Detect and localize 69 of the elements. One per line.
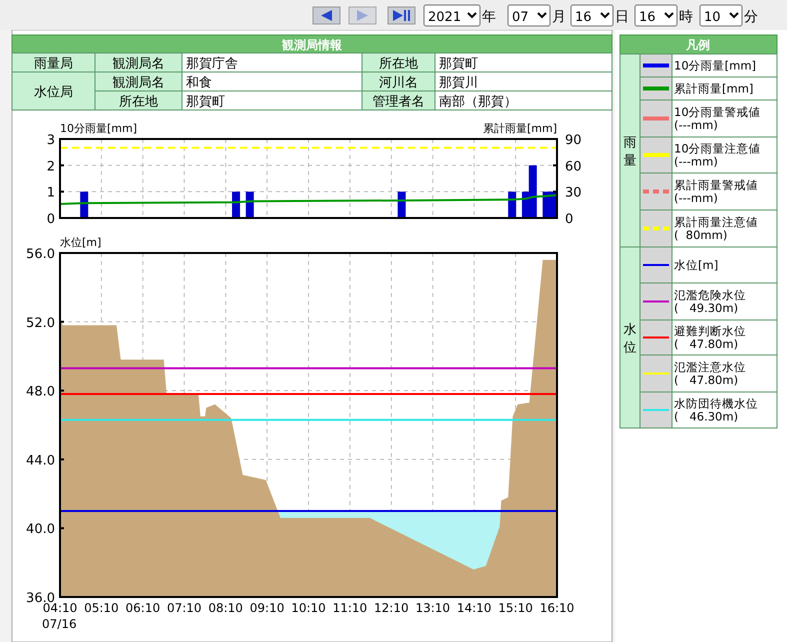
x-tick-label: 15:10: [498, 601, 533, 615]
y2-tick-label: 90: [565, 133, 582, 148]
text: 10分雨量警戒値 (---mm): [674, 105, 761, 132]
text: 那賀庁舎: [186, 56, 238, 72]
text: 累計雨量注意値 ( 80mm): [674, 215, 758, 242]
text: 日: [615, 9, 629, 25]
text: 那賀川: [439, 76, 478, 90]
text: 水位局: [34, 85, 73, 100]
x-tick-label: 16:10: [540, 601, 574, 615]
text: 観測局名: [112, 56, 164, 72]
text: 2021: [428, 10, 462, 25]
text: 河川名: [379, 76, 418, 90]
text: 10: [704, 10, 721, 25]
text: 16: [575, 10, 592, 25]
text: 氾濫危険水位 ( 49.30m): [674, 288, 746, 315]
text: 累計雨量警戒値 (---mm): [674, 178, 758, 205]
x-tick-label: 14:10: [456, 601, 492, 615]
text: 所在地: [379, 56, 418, 72]
y-axis-title: 水位[m]: [60, 236, 102, 249]
y-tick-label: 56.0: [26, 247, 55, 262]
y-tick-label: 2: [46, 159, 55, 174]
x-tick-label: 13:10: [415, 601, 450, 615]
x-tick-label: 11:10: [332, 601, 368, 615]
x-tick-label: 06:10: [126, 601, 160, 615]
text: 水位[m]: [674, 258, 718, 272]
x-tick-label: 05:10: [84, 601, 119, 615]
text: 雨量: [624, 136, 636, 168]
y-tick-label: 44.0: [26, 453, 55, 468]
text: 10分雨量注意値 (---mm): [674, 142, 761, 168]
text: 水防団待機水位 ( 46.30m): [674, 396, 758, 424]
y2-tick-label: 30: [565, 186, 582, 201]
y2-tick-label: 0: [565, 212, 574, 227]
line-series: [59, 194, 558, 205]
y-axis-title: 10分雨量[mm]: [60, 122, 138, 135]
y-tick-label: 40.0: [26, 522, 55, 538]
text: 月: [552, 9, 566, 25]
text: 16: [639, 10, 656, 25]
text: 管理者名: [372, 94, 424, 110]
text: 10分雨量[mm]: [674, 58, 756, 72]
text: 観測局情報: [281, 38, 343, 52]
text: 所在地: [119, 94, 158, 110]
text: 凡例: [685, 38, 710, 52]
text: 南部（那賀）: [439, 94, 517, 110]
text: 07/16: [42, 617, 77, 631]
text: 和食: [186, 76, 212, 90]
text: 時: [679, 9, 693, 25]
text: 07: [512, 10, 529, 25]
text: 那賀町: [186, 94, 225, 110]
x-tick-label: 07:10: [166, 601, 202, 615]
y-tick-label: 0: [46, 212, 55, 227]
text: 年: [482, 9, 496, 25]
y-tick-label: 1: [46, 186, 55, 201]
x-tick-label: 12:10: [374, 601, 409, 615]
text: 分: [744, 9, 758, 25]
x-tick-label: 08:10: [208, 601, 243, 615]
text: 避難判断水位 ( 47.80m): [674, 324, 746, 351]
x-tick-label: 09:10: [250, 601, 284, 615]
text: 那賀町: [439, 56, 478, 72]
y-tick-label: 52.0: [26, 316, 55, 331]
y-tick-label: 3: [46, 133, 55, 148]
text: 氾濫注意水位 ( 47.80m): [674, 360, 746, 387]
x-tick-label: 10:10: [291, 601, 326, 615]
text: 累計雨量[mm]: [674, 82, 754, 96]
y2-tick-label: 60: [565, 159, 582, 174]
text: 観測局名: [112, 76, 164, 90]
text: 水位: [624, 322, 636, 356]
y2-axis-title: 累計雨量[mm]: [482, 122, 557, 135]
y-tick-label: 48.0: [26, 384, 55, 400]
text: 雨量局: [34, 56, 73, 72]
